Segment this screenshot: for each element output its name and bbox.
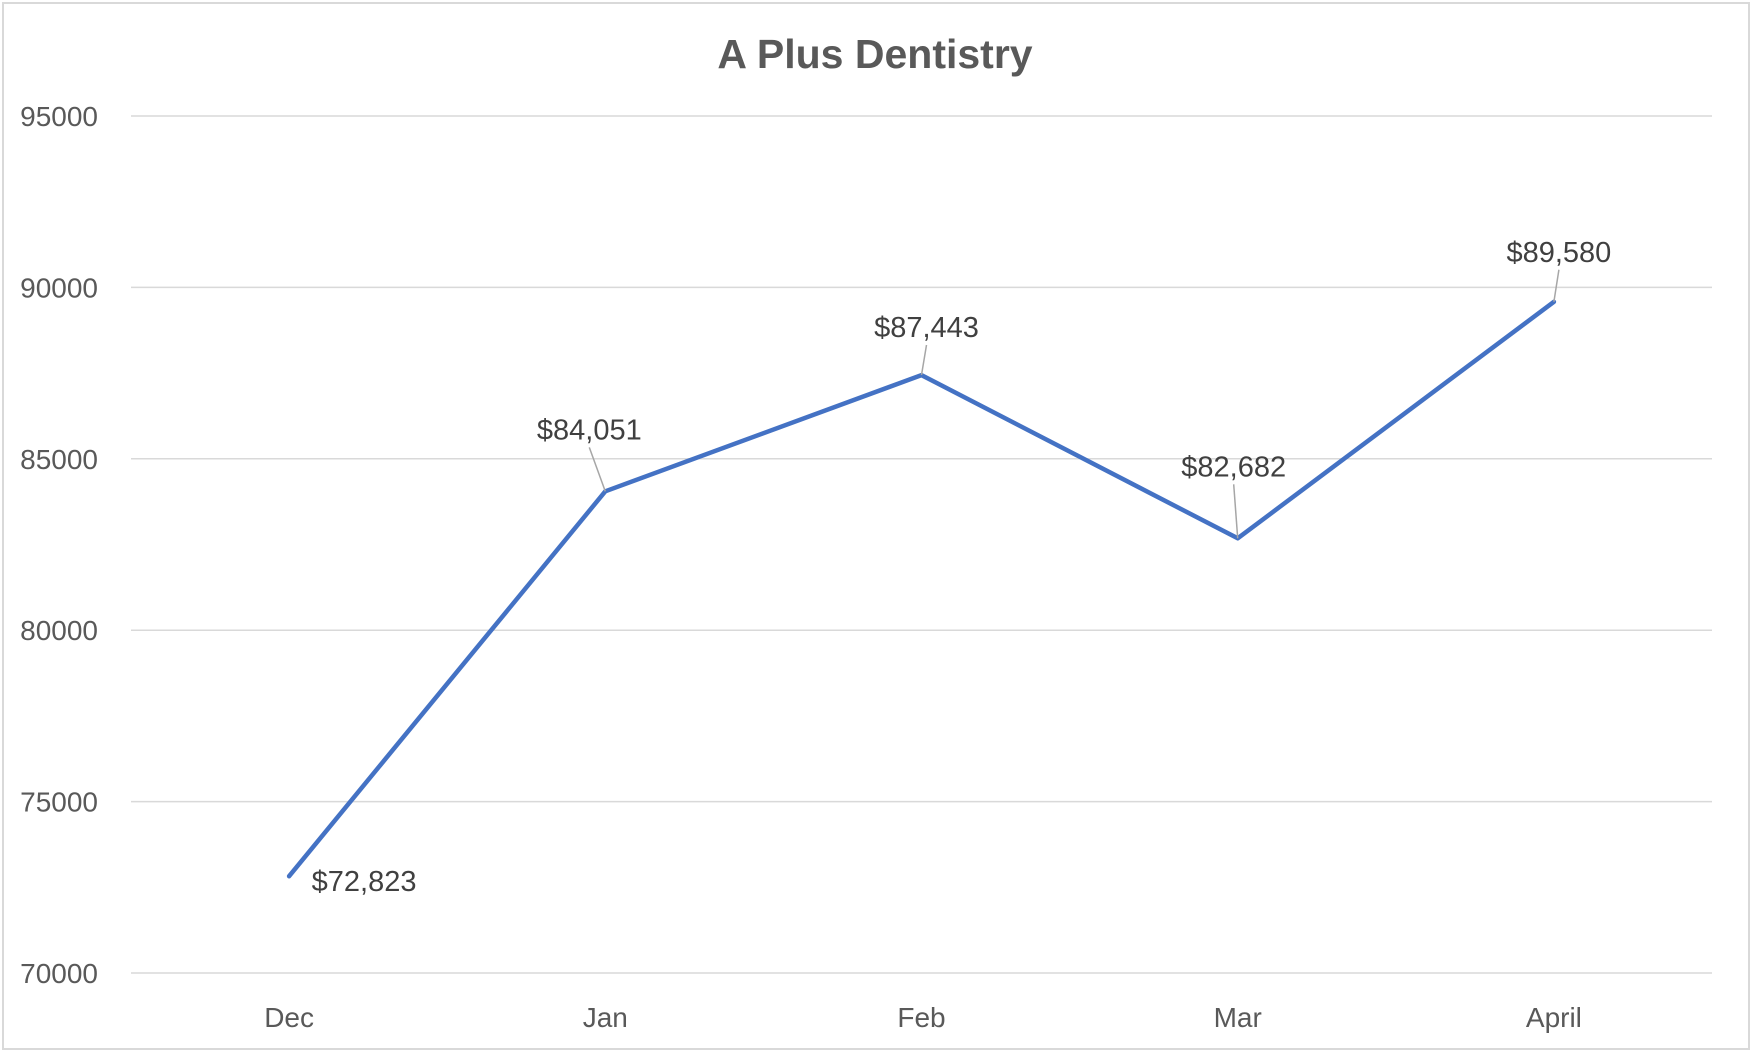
leader-lines — [588, 269, 1560, 539]
leader-line — [1232, 484, 1239, 539]
x-tick-label: Mar — [1214, 1002, 1262, 1033]
y-tick-label: 90000 — [20, 272, 98, 303]
leader-line — [1553, 269, 1560, 302]
x-tick-label: Dec — [264, 1002, 314, 1033]
data-labels: $72,823 $84,051 $87,443 $82,682 $89,580 — [312, 237, 1612, 898]
y-tick-label: 80000 — [20, 615, 98, 646]
y-tick-label: 70000 — [20, 958, 98, 989]
data-label: $89,580 — [1506, 237, 1611, 269]
x-tick-label: April — [1526, 1002, 1582, 1033]
x-tick-label: Jan — [583, 1002, 628, 1033]
y-tick-label: 75000 — [20, 787, 98, 818]
y-axis-tick-labels: 70000 75000 80000 85000 90000 95000 — [20, 101, 98, 989]
chart-title: A Plus Dentistry — [717, 31, 1032, 77]
x-axis-tick-labels: Dec Jan Feb Mar April — [264, 1002, 1582, 1033]
x-tick-label: Feb — [897, 1002, 945, 1033]
data-label: $82,682 — [1181, 451, 1286, 483]
data-label: $72,823 — [312, 866, 417, 898]
y-tick-label: 95000 — [20, 101, 98, 132]
leader-line — [588, 447, 607, 492]
leader-line — [920, 344, 928, 376]
gridlines — [131, 115, 1712, 974]
series-line — [286, 299, 1557, 879]
series-group — [286, 299, 1557, 879]
data-label: $87,443 — [874, 312, 979, 344]
data-label: $84,051 — [537, 414, 642, 446]
y-tick-label: 85000 — [20, 444, 98, 475]
